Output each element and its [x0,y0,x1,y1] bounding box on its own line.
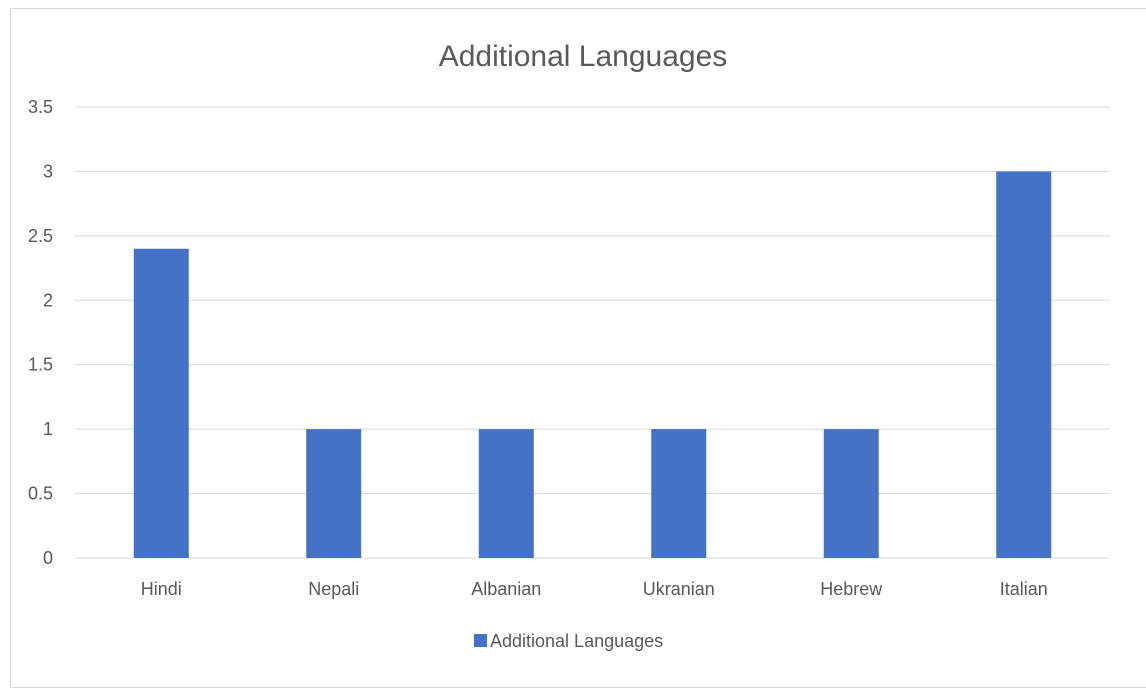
y-tick-label: 3 [43,161,53,181]
x-tick-label: Hebrew [820,579,883,599]
bar-italian [996,171,1052,558]
y-tick-label: 1.5 [28,355,53,375]
legend: Additional Languages [474,631,663,651]
x-tick-label: Hindi [141,579,182,599]
bar-nepali [306,429,362,558]
y-tick-label: 2 [43,290,53,310]
legend-label: Additional Languages [490,631,663,651]
chart-frame [10,8,1146,688]
gridlines [75,106,1110,559]
x-tick-label: Italian [1000,579,1048,599]
legend-swatch [474,634,487,647]
bar-hindi [133,248,189,558]
chart-title: Additional Languages [439,40,728,73]
x-tick-label: Nepali [308,579,359,599]
bars [133,171,1052,558]
y-tick-label: 0.5 [28,484,53,504]
y-tick-label: 0 [43,548,53,568]
y-axis-tick-labels: 0 0.5 1 1.5 2 2.5 3 3.5 [28,97,53,568]
bar-albanian [478,429,534,558]
x-tick-label: Ukranian [643,579,715,599]
y-tick-label: 3.5 [28,97,53,117]
y-tick-label: 1 [43,419,53,439]
x-tick-label: Albanian [471,579,541,599]
y-tick-label: 2.5 [28,226,53,246]
x-axis-tick-labels: Hindi Nepali Albanian Ukranian Hebrew Italian [141,579,1048,599]
bar-hebrew [823,429,879,558]
bar-ukranian [651,429,707,558]
